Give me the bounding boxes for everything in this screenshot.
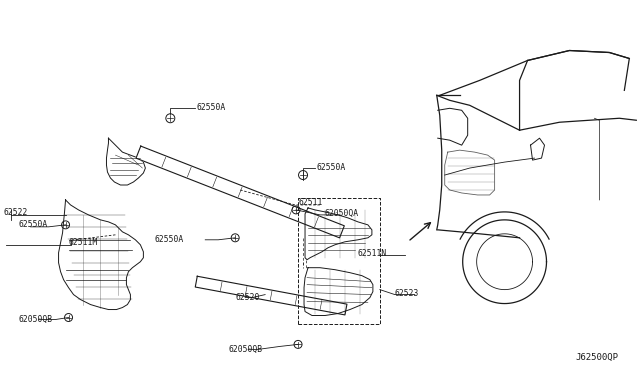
- Polygon shape: [305, 208, 372, 260]
- Bar: [298, 198, 380, 324]
- Text: 62550A: 62550A: [154, 235, 183, 244]
- Text: 62050QA: 62050QA: [325, 209, 359, 218]
- Polygon shape: [304, 268, 373, 315]
- Polygon shape: [136, 146, 344, 238]
- Text: 62522: 62522: [4, 208, 28, 217]
- Text: 62050QB: 62050QB: [19, 315, 52, 324]
- Text: 62511M: 62511M: [68, 238, 98, 247]
- Text: 62511: 62511: [298, 198, 323, 208]
- Polygon shape: [195, 276, 347, 315]
- Text: 62550A: 62550A: [196, 103, 225, 112]
- Text: 62523: 62523: [395, 289, 419, 298]
- Text: 62511N: 62511N: [358, 249, 387, 258]
- Text: 62520: 62520: [235, 293, 260, 302]
- Text: J62500QP: J62500QP: [576, 353, 619, 362]
- Polygon shape: [106, 138, 145, 185]
- Text: 62050QB: 62050QB: [228, 345, 262, 354]
- Text: 62550A: 62550A: [19, 220, 48, 230]
- Text: 62550A: 62550A: [316, 163, 345, 171]
- Polygon shape: [59, 200, 143, 310]
